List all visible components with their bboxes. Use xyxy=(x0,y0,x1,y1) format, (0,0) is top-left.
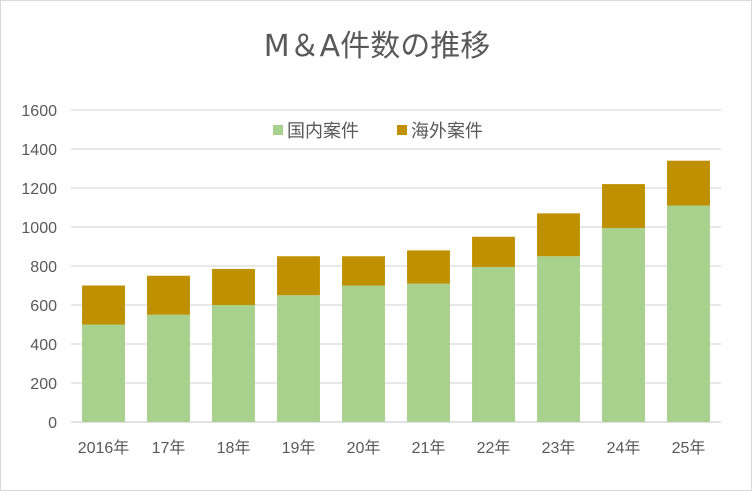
bar-domestic xyxy=(147,314,190,422)
x-tick-label: 25年 xyxy=(672,439,706,457)
bar-domestic xyxy=(407,283,450,422)
y-tick-label: 400 xyxy=(30,337,57,354)
bar-overseas xyxy=(277,256,320,296)
x-tick-label: 22年 xyxy=(477,439,511,457)
y-tick-label: 600 xyxy=(30,298,57,315)
bar-domestic xyxy=(472,266,515,422)
y-tick-label: 1200 xyxy=(21,181,57,198)
x-tick-label: 2016年 xyxy=(78,439,130,457)
legend-swatch xyxy=(397,125,407,135)
legend-swatch xyxy=(273,125,283,135)
x-tick-label: 24年 xyxy=(607,439,641,457)
x-tick-label: 17年 xyxy=(152,439,186,457)
x-tick-label: 20年 xyxy=(347,439,381,457)
bar-domestic xyxy=(602,227,645,422)
legend-label: 海外案件 xyxy=(411,121,483,142)
x-tick-label: 19年 xyxy=(282,439,316,457)
x-tick-label: 21年 xyxy=(412,439,446,457)
y-tick-label: 200 xyxy=(30,376,57,393)
y-tick-label: 1000 xyxy=(21,220,57,237)
bar-overseas xyxy=(82,285,125,325)
bar-overseas xyxy=(342,256,385,286)
x-tick-label: 23年 xyxy=(542,439,576,457)
y-tick-label: 0 xyxy=(48,415,57,432)
x-tick-label: 18年 xyxy=(217,439,251,457)
bar-overseas xyxy=(147,275,190,315)
bar-overseas xyxy=(212,268,255,305)
bar-overseas xyxy=(472,236,515,267)
bar-overseas xyxy=(602,184,645,228)
legend-label: 国内案件 xyxy=(287,121,359,142)
chart-title: M＆A件数の推移 xyxy=(264,29,490,64)
bar-domestic xyxy=(82,324,125,422)
bar-domestic xyxy=(277,295,320,422)
bar-overseas xyxy=(667,160,710,206)
y-tick-label: 800 xyxy=(30,259,57,276)
bar-overseas xyxy=(537,213,580,257)
y-tick-label: 1400 xyxy=(21,142,57,159)
bar-domestic xyxy=(342,285,385,422)
bar-domestic xyxy=(537,256,580,422)
bar-domestic xyxy=(212,305,255,422)
bar-overseas xyxy=(407,250,450,284)
y-tick-label: 1600 xyxy=(21,103,57,120)
bar-domestic xyxy=(667,205,710,422)
